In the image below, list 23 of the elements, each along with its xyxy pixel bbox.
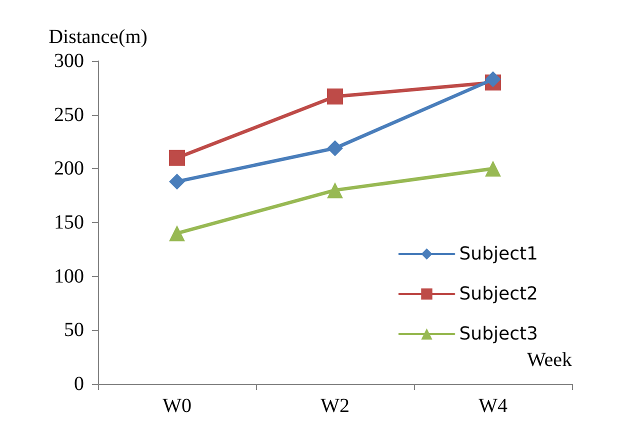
- y-tick-label: 300: [54, 50, 84, 72]
- y-tick-label: 100: [54, 265, 84, 288]
- legend-label: Subject1: [459, 244, 538, 264]
- point: [327, 140, 343, 156]
- x-tick-label: W2: [320, 395, 350, 417]
- y-tick-label: 250: [54, 104, 84, 126]
- point: [327, 182, 343, 198]
- y-tick-label: 150: [54, 212, 84, 234]
- legend-label: Subject3: [459, 324, 538, 344]
- y-tick-label: 0: [74, 373, 84, 395]
- x-axis-title: Week: [526, 349, 572, 371]
- point: [485, 160, 501, 177]
- point: [169, 174, 185, 190]
- x-tick-label: W4: [478, 395, 508, 417]
- point: [169, 225, 185, 242]
- y-axis-title: Distance(m): [48, 26, 148, 48]
- legend-label: Subject2: [459, 284, 538, 304]
- point: [169, 150, 185, 166]
- y-tick-label: 200: [54, 158, 84, 180]
- y-tick-label: 50: [64, 319, 84, 342]
- x-tick-label: W0: [162, 395, 192, 417]
- point: [485, 71, 501, 88]
- point: [327, 88, 343, 105]
